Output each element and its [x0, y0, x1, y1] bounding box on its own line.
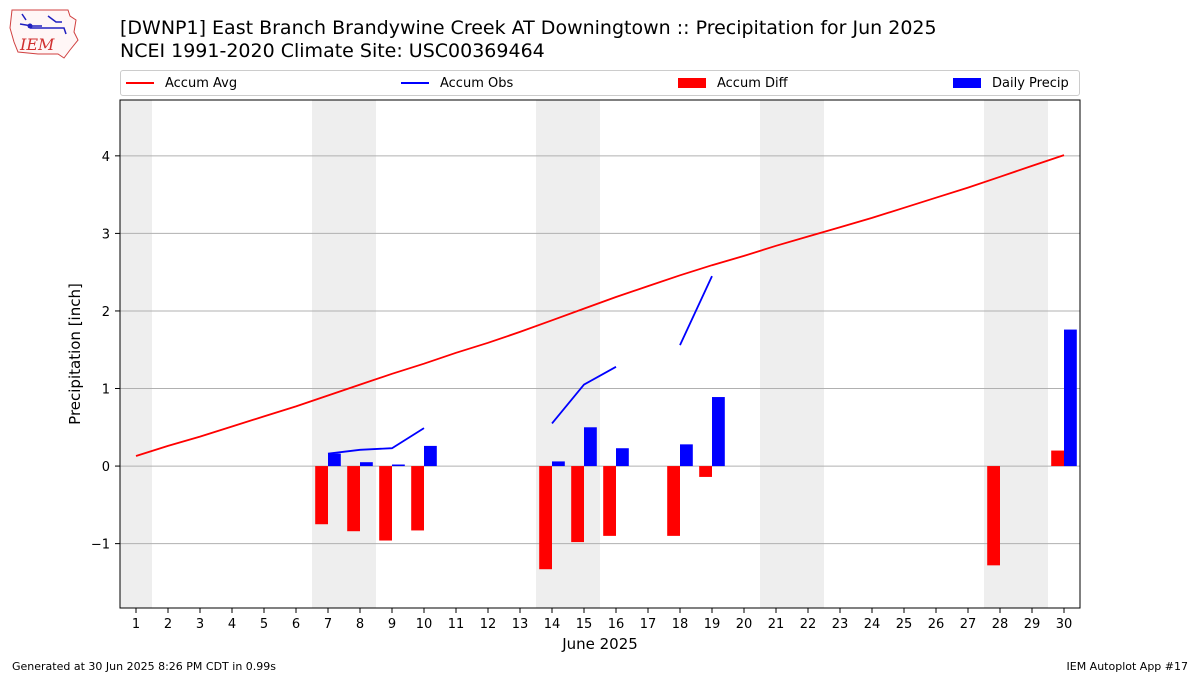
- x-tick-label: 18: [672, 617, 689, 632]
- weekend-shade: [792, 100, 824, 608]
- x-tick-label: 24: [864, 617, 881, 632]
- chart-subtitle: NCEI 1991-2020 Climate Site: USC00369464: [120, 40, 545, 62]
- x-tick-label: 12: [480, 617, 497, 632]
- x-tick-label: 3: [196, 617, 204, 632]
- legend-swatch-accum-obs: [401, 82, 429, 84]
- y-tick-label: 3: [102, 227, 110, 242]
- x-axis-label: June 2025: [561, 635, 638, 653]
- daily-precip-bar: [1064, 329, 1077, 467]
- legend-label-accum-avg: Accum Avg: [165, 75, 238, 91]
- daily-precip-bar: [552, 461, 565, 467]
- accum-diff-bar: [315, 466, 328, 525]
- accum-diff-bar: [699, 466, 712, 477]
- accum-diff-bar: [987, 466, 1000, 566]
- daily-precip-bar: [680, 444, 693, 467]
- weekend-shade: [1016, 100, 1048, 608]
- weekend-shade: [120, 100, 152, 608]
- x-tick-label: 9: [388, 617, 396, 632]
- x-tick-label: 5: [260, 617, 268, 632]
- daily-precip-bar: [584, 427, 597, 467]
- accum-obs-line: [551, 366, 617, 424]
- x-tick-label: 1: [132, 617, 140, 632]
- generated-note: Generated at 30 Jun 2025 8:26 PM CDT in …: [12, 660, 277, 673]
- y-tick-label: 1: [102, 383, 110, 398]
- weekend-shade: [760, 100, 792, 608]
- chart-title: [DWNP1] East Branch Brandywine Creek AT …: [120, 17, 937, 39]
- iem-logo: IEM: [9, 9, 79, 59]
- y-axis-label: Precipitation [inch]: [66, 283, 84, 425]
- accum-diff-bar: [571, 466, 584, 543]
- daily-precip-bar: [616, 448, 629, 467]
- plot-frame: [119, 99, 1081, 609]
- y-tick-label: 2: [102, 305, 110, 320]
- x-tick-label: 7: [324, 617, 332, 632]
- daily-precip-bar: [712, 397, 725, 467]
- x-tick-label: 6: [292, 617, 300, 632]
- accum-diff-bar: [347, 466, 360, 532]
- y-tick-label: −1: [91, 538, 110, 553]
- accum-avg-line: [135, 154, 1065, 457]
- legend-swatch-daily-precip: [953, 78, 981, 88]
- accum-diff-bar: [379, 466, 392, 541]
- accum-diff-bar: [603, 466, 616, 536]
- weekend-shade: [344, 100, 376, 608]
- x-tick-label: 25: [896, 617, 913, 632]
- legend-item-accum-avg: Accum Avg: [126, 71, 237, 95]
- x-tick-label: 21: [768, 617, 785, 632]
- legend-item-accum-obs: Accum Obs: [401, 71, 513, 95]
- y-tick-label: 0: [102, 460, 110, 475]
- accum-obs-line: [679, 275, 713, 346]
- x-tick-label: 13: [512, 617, 529, 632]
- x-tick-label: 19: [704, 617, 721, 632]
- x-tick-label: 23: [832, 617, 849, 632]
- daily-precip-bar: [360, 462, 373, 467]
- chart-legend: Accum Avg Accum Obs Accum Diff Daily Pre…: [120, 70, 1080, 96]
- legend-label-accum-obs: Accum Obs: [440, 75, 514, 91]
- x-tick-label: 30: [1056, 617, 1073, 632]
- legend-label-daily-precip: Daily Precip: [992, 75, 1069, 91]
- svg-text:IEM: IEM: [19, 35, 55, 54]
- legend-swatch-accum-diff: [678, 78, 706, 88]
- x-tick-label: 29: [1024, 617, 1041, 632]
- x-tick-label: 17: [640, 617, 657, 632]
- y-tick-label: 4: [102, 150, 110, 165]
- legend-item-accum-diff: Accum Diff: [678, 71, 788, 95]
- accum-diff-bar: [411, 466, 424, 531]
- x-tick-label: 15: [576, 617, 593, 632]
- x-tick-label: 22: [800, 617, 817, 632]
- accum-diff-bar: [667, 466, 680, 536]
- x-tick-label: 11: [448, 617, 465, 632]
- x-tick-label: 4: [228, 617, 236, 632]
- app-note: IEM Autoplot App #17: [1066, 660, 1189, 673]
- daily-precip-bar: [328, 453, 341, 467]
- legend-swatch-accum-avg: [126, 82, 154, 84]
- weekend-shade: [312, 100, 344, 608]
- daily-precip-bar: [424, 445, 437, 467]
- x-tick-label: 26: [928, 617, 945, 632]
- accum-obs-line: [327, 427, 425, 455]
- x-tick-label: 28: [992, 617, 1009, 632]
- daily-precip-bar: [392, 464, 405, 467]
- x-tick-label: 2: [164, 617, 172, 632]
- accum-diff-bar: [539, 466, 552, 570]
- x-tick-label: 14: [544, 617, 561, 632]
- accum-diff-bar: [1051, 450, 1064, 467]
- x-tick-label: 10: [416, 617, 433, 632]
- legend-item-daily-precip: Daily Precip: [953, 71, 1069, 95]
- x-tick-label: 20: [736, 617, 753, 632]
- x-tick-label: 16: [608, 617, 625, 632]
- legend-label-accum-diff: Accum Diff: [717, 75, 788, 91]
- x-tick-label: 8: [356, 617, 364, 632]
- x-tick-label: 27: [960, 617, 977, 632]
